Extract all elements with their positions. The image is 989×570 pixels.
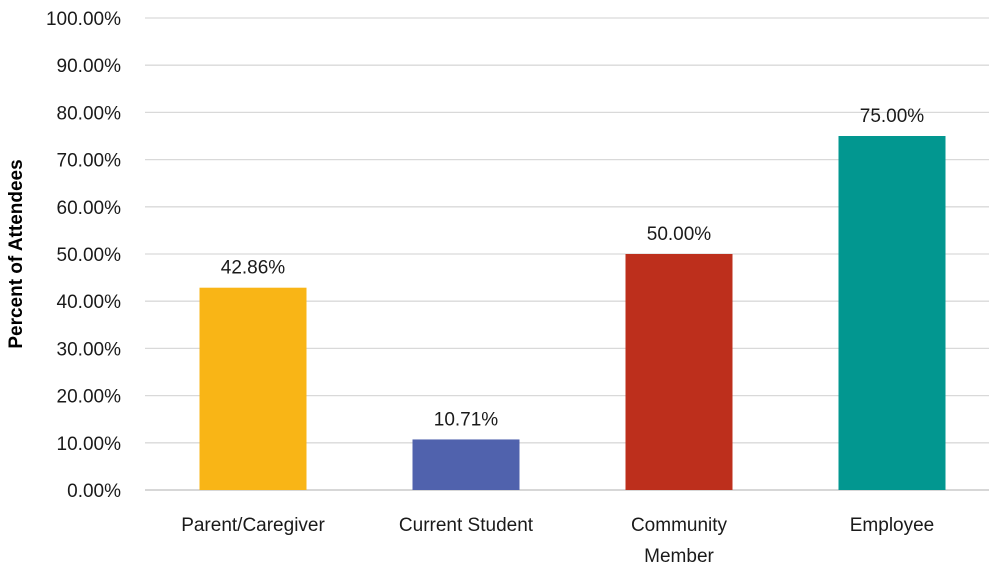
data-label: 42.86%: [221, 258, 286, 279]
category-label-line: Employee: [850, 515, 935, 536]
category-label: Parent/Caregiver: [181, 515, 325, 536]
data-label: 50.00%: [647, 224, 712, 245]
bar-parent-caregiver: [199, 287, 307, 490]
bars: [199, 136, 946, 490]
y-tick-label: 90.00%: [57, 56, 122, 77]
y-tick-label: 60.00%: [57, 198, 122, 219]
category-label-line: Current Student: [399, 515, 534, 536]
data-label: 10.71%: [434, 409, 499, 430]
y-tick-label: 70.00%: [57, 151, 122, 172]
y-tick-label: 100.00%: [46, 9, 121, 30]
bar-employee: [838, 136, 946, 490]
y-tick-label: 30.00%: [57, 339, 122, 360]
category-label-line: Parent/Caregiver: [181, 515, 325, 536]
category-label: Current Student: [399, 515, 534, 536]
y-tick-label: 20.00%: [57, 387, 122, 408]
category-label-line: Community: [631, 515, 728, 536]
y-axis-title: Percent of Attendees: [6, 159, 27, 348]
y-tick-label: 50.00%: [57, 245, 122, 266]
y-tick-label: 0.00%: [67, 481, 121, 502]
category-label: Community Member: [631, 515, 728, 567]
bar-community-member: [625, 254, 733, 490]
data-labels: 42.86% 10.71% 50.00% 75.00%: [221, 106, 925, 430]
y-tick-label: 10.00%: [57, 434, 122, 455]
x-axis-category-labels: Parent/Caregiver Current Student Community…: [181, 515, 934, 567]
data-label: 75.00%: [860, 106, 925, 127]
y-tick-label: 80.00%: [57, 103, 122, 124]
y-tick-label: 40.00%: [57, 292, 122, 313]
y-axis-tick-labels: 0.00% 10.00% 20.00% 30.00% 40.00% 50.00% 60.00…: [46, 9, 121, 502]
category-label-line: Member: [644, 546, 714, 567]
category-label: Employee: [850, 515, 935, 536]
bar-current-student: [412, 439, 520, 490]
